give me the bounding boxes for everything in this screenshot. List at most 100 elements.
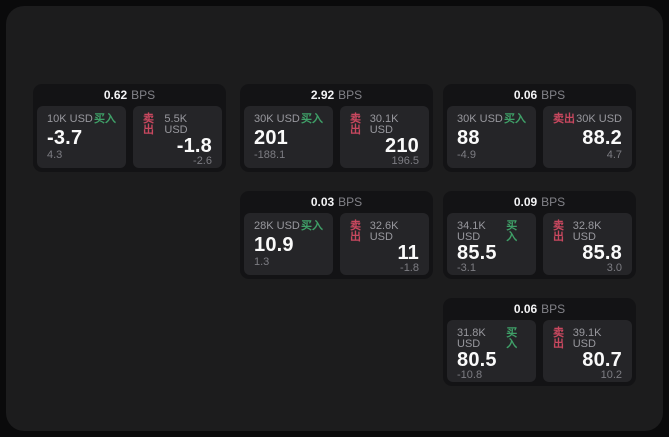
buy-quote-tile[interactable]: 31.8K USD 买入 80.5 -10.8 [447,320,536,382]
buy-top-row: 28K USD 买入 [254,221,323,232]
buy-quote-tile[interactable]: 10K USD 买入 -3.7 4.3 [37,106,126,168]
sell-tag: 卖出 [553,220,564,243]
buy-delta: 1.3 [254,256,270,268]
sell-quote-tile[interactable]: 卖出 32.6K USD 11 -1.8 [340,213,429,275]
sell-size-label: 5.5K USD [164,113,188,136]
bps-unit-label: BPS [541,195,566,209]
sell-top-row: 卖出 32.8K USD [553,221,622,243]
buy-quote-tile[interactable]: 30K USD 买入 201 -188.1 [244,106,333,168]
buy-delta: -10.8 [457,369,483,381]
quote-card-body: 28K USD 买入 10.9 1.3 卖出 32.6K USD 11 -1.8 [244,213,429,275]
sell-price: 88.2 [582,126,622,149]
sell-delta: 10.2 [600,369,622,381]
bps-value: 0.03 [310,195,335,209]
sell-price: 80.7 [582,349,622,371]
sell-delta: 3.0 [606,262,622,274]
sell-size-label: 30.1K USD [369,113,399,136]
buy-size-label: 10K USD [47,113,93,125]
buy-delta: 4.3 [47,149,63,161]
bps-value: 0.06 [513,88,538,102]
bps-unit-label: BPS [338,195,363,209]
buy-top-row: 30K USD 买入 [457,114,526,125]
buy-top-row: 31.8K USD 买入 [457,328,526,350]
sell-tag: 卖出 [350,220,361,243]
sell-size-label: 32.8K USD [572,220,602,243]
bps-value: 0.62 [103,88,128,102]
buy-tag: 买入 [504,113,526,125]
buy-size-label: 30K USD [457,113,503,125]
buy-price: 10.9 [254,233,294,256]
bps-header: 0.06 BPS [447,298,632,320]
sell-quote-tile[interactable]: 卖出 39.1K USD 80.7 10.2 [543,320,632,382]
quote-card-body: 30K USD 买入 88 -4.9 卖出 30K USD 88.2 4.7 [447,106,632,168]
quote-card: 0.03 BPS 28K USD 买入 10.9 1.3 卖出 32.6K US… [240,191,433,279]
bps-unit-label: BPS [541,302,566,316]
buy-size-label: 34.1K USD [457,220,486,243]
sell-quote-tile[interactable]: 卖出 30.1K USD 210 196.5 [340,106,429,168]
quote-card: 0.06 BPS 30K USD 买入 88 -4.9 卖出 30K USD 8… [443,84,636,172]
quote-card-body: 31.8K USD 买入 80.5 -10.8 卖出 39.1K USD 80.… [447,320,632,382]
buy-delta: -3.1 [457,262,476,274]
buy-price: 201 [254,126,288,149]
main-panel: 0.62 BPS 10K USD 买入 -3.7 4.3 卖出 5.5K USD… [6,6,663,431]
bps-unit-label: BPS [541,88,566,102]
sell-top-row: 卖出 30K USD [553,114,622,125]
buy-price: -3.7 [47,126,83,149]
buy-price: 80.5 [457,349,497,371]
sell-delta: 196.5 [391,155,419,167]
sell-delta: 4.7 [606,149,622,161]
sell-delta: -1.8 [400,262,419,274]
quote-card-body: 10K USD 买入 -3.7 4.3 卖出 5.5K USD -1.8 -2.… [37,106,222,168]
buy-size-label: 30K USD [254,113,300,125]
buy-delta: -4.9 [457,149,476,161]
buy-quote-tile[interactable]: 34.1K USD 买入 85.5 -3.1 [447,213,536,275]
sell-delta: -2.6 [193,155,212,167]
sell-quote-tile[interactable]: 卖出 5.5K USD -1.8 -2.6 [133,106,222,168]
buy-size-label: 28K USD [254,220,300,232]
buy-tag: 买入 [506,220,518,243]
bps-header: 2.92 BPS [244,84,429,106]
quote-card: 0.62 BPS 10K USD 买入 -3.7 4.3 卖出 5.5K USD… [33,84,226,172]
buy-price: 85.5 [457,242,497,264]
buy-quote-tile[interactable]: 28K USD 买入 10.9 1.3 [244,213,333,275]
buy-top-row: 34.1K USD 买入 [457,221,526,243]
bps-header: 0.03 BPS [244,191,429,213]
buy-size-label: 31.8K USD [457,327,486,350]
bps-value: 0.06 [513,302,538,316]
sell-tag: 卖出 [350,113,361,136]
buy-tag: 买入 [506,327,518,350]
sell-top-row: 卖出 39.1K USD [553,328,622,350]
sell-tag: 卖出 [553,327,564,350]
buy-delta: -188.1 [254,149,286,161]
sell-price: 210 [385,135,419,157]
bps-header: 0.06 BPS [447,84,632,106]
buy-tag: 买入 [301,220,323,232]
sell-price: 11 [397,242,419,264]
quote-card-body: 34.1K USD 买入 85.5 -3.1 卖出 32.8K USD 85.8… [447,213,632,275]
quote-card-body: 30K USD 买入 201 -188.1 卖出 30.1K USD 210 1… [244,106,429,168]
quote-card: 0.06 BPS 31.8K USD 买入 80.5 -10.8 卖出 39.1… [443,298,636,386]
sell-top-row: 卖出 30.1K USD [350,114,419,136]
buy-quote-tile[interactable]: 30K USD 买入 88 -4.9 [447,106,536,168]
buy-top-row: 30K USD 买入 [254,114,323,125]
sell-price: 85.8 [582,242,622,264]
sell-size-label: 39.1K USD [572,327,602,350]
buy-price: 88 [457,126,480,149]
buy-tag: 买入 [301,113,323,125]
sell-size-label: 30K USD [576,113,622,125]
quote-card: 2.92 BPS 30K USD 买入 201 -188.1 卖出 30.1K … [240,84,433,172]
bps-header: 0.09 BPS [447,191,632,213]
bps-value: 2.92 [310,88,335,102]
sell-quote-tile[interactable]: 卖出 32.8K USD 85.8 3.0 [543,213,632,275]
bps-header: 0.62 BPS [37,84,222,106]
sell-tag: 卖出 [143,113,154,136]
quote-card: 0.09 BPS 34.1K USD 买入 85.5 -3.1 卖出 32.8K… [443,191,636,279]
bps-value: 0.09 [513,195,538,209]
sell-quote-tile[interactable]: 卖出 30K USD 88.2 4.7 [543,106,632,168]
sell-size-label: 32.6K USD [369,220,399,243]
bps-unit-label: BPS [338,88,363,102]
sell-tag: 卖出 [553,113,575,125]
sell-price: -1.8 [176,135,212,157]
buy-tag: 买入 [94,113,116,125]
buy-top-row: 10K USD 买入 [47,114,116,125]
